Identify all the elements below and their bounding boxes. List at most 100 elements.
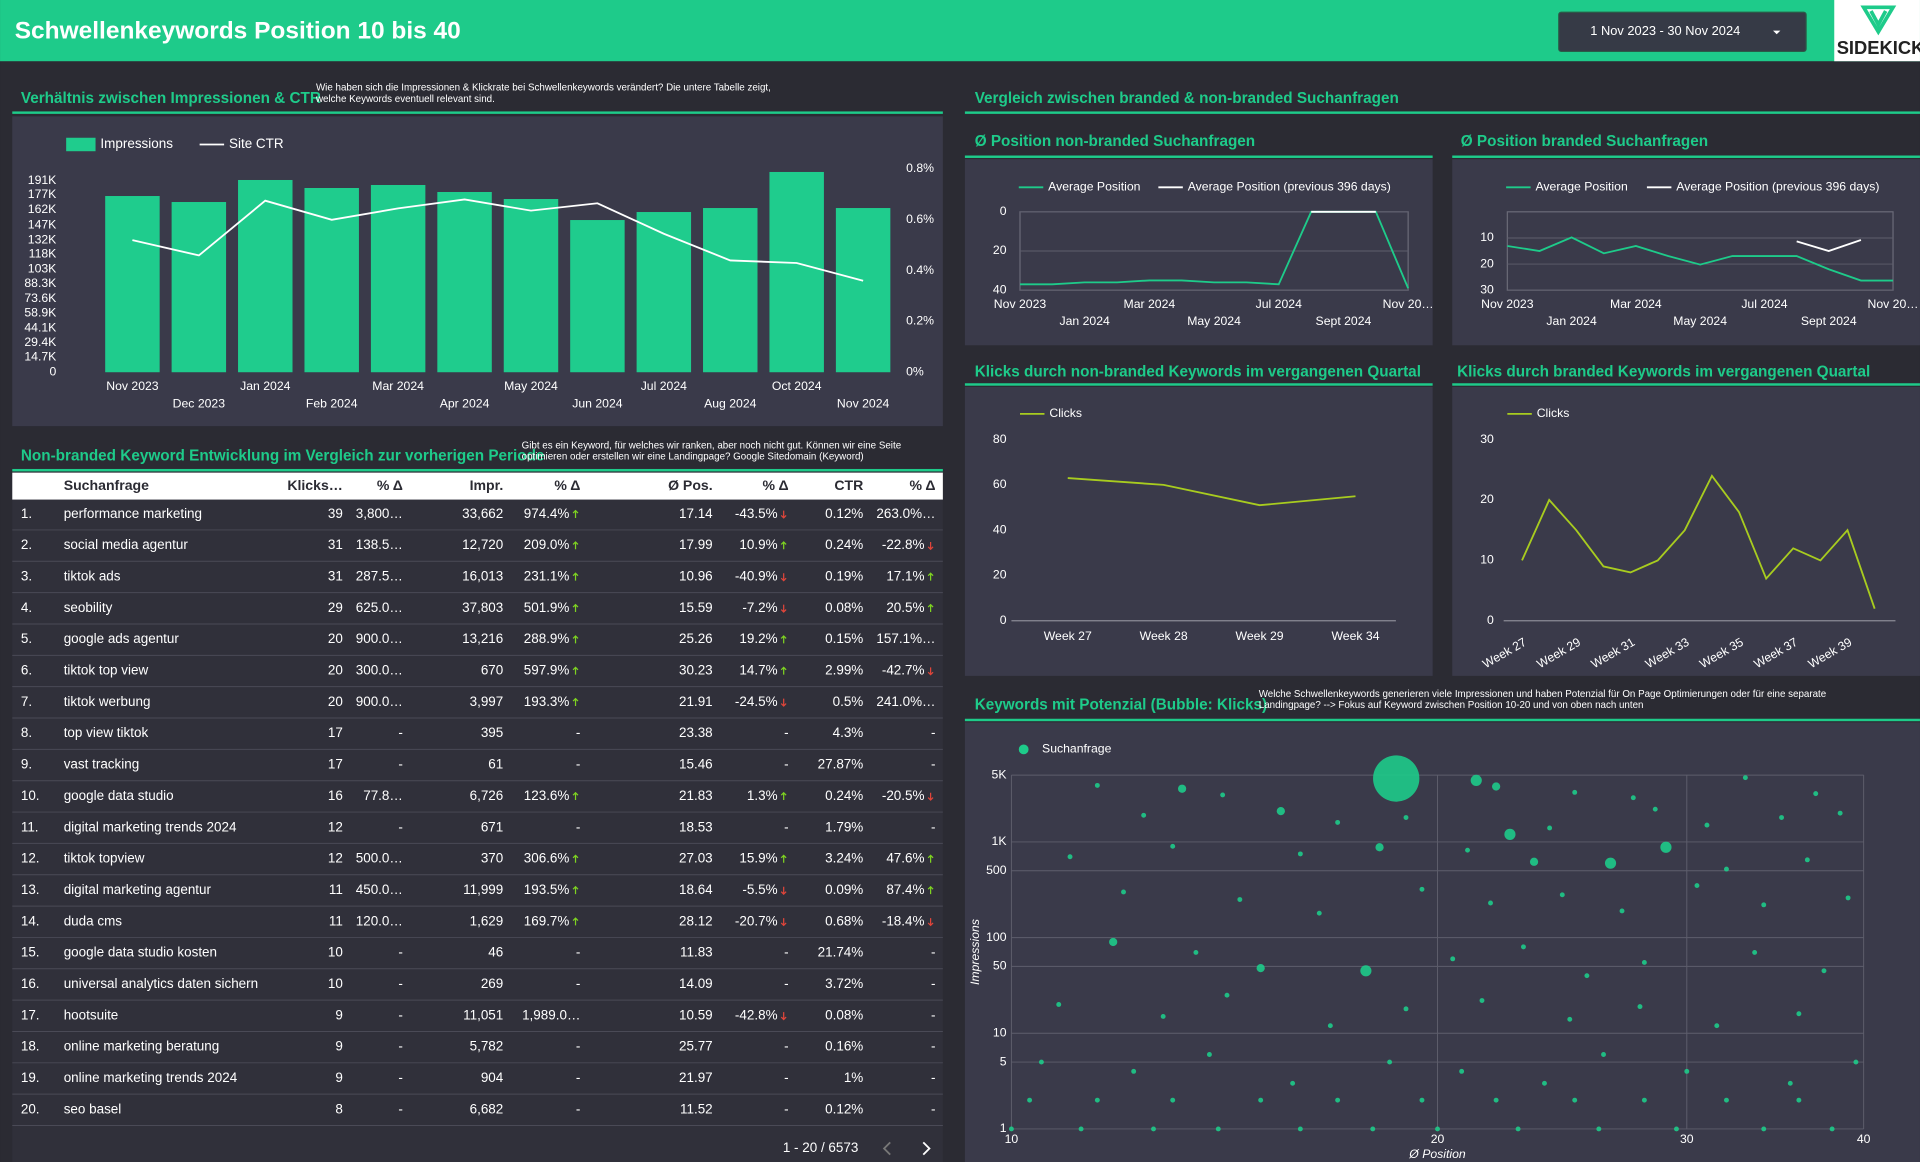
bar bbox=[636, 212, 692, 373]
prev-page[interactable] bbox=[882, 1141, 891, 1156]
title-underline bbox=[964, 718, 1920, 722]
table-cell: 11 bbox=[329, 913, 343, 928]
table-cell: - bbox=[398, 1070, 402, 1085]
arrow-up bbox=[780, 791, 787, 801]
table-cell: 501.9% bbox=[524, 600, 570, 615]
table-note: optimieren oder erstellen wir eine Landi… bbox=[522, 451, 864, 462]
y-tick-label: 29.4K bbox=[24, 335, 57, 349]
table-cell: 4.3% bbox=[833, 725, 864, 740]
table-cell: 87.4% bbox=[886, 882, 924, 897]
bar bbox=[171, 202, 227, 373]
table-cell: - bbox=[576, 757, 580, 772]
bubble bbox=[1596, 1126, 1602, 1132]
table-cell: 395 bbox=[481, 725, 503, 740]
table-cell: 17.1% bbox=[886, 569, 924, 584]
table-cell: 20. bbox=[21, 1101, 40, 1116]
bar bbox=[703, 208, 758, 373]
table-cell: - bbox=[398, 1039, 402, 1054]
bubble bbox=[1493, 1097, 1499, 1103]
table-cell: 9 bbox=[335, 1007, 342, 1022]
panel bbox=[964, 722, 1920, 1162]
table-cell: 47.6% bbox=[886, 851, 924, 866]
x-tick-label: Nov 2024 bbox=[837, 396, 890, 410]
y-tick-label: 20 bbox=[1480, 256, 1494, 270]
section-title: Vergleich zwischen branded & non-branded… bbox=[975, 90, 1399, 107]
bubble bbox=[1419, 1097, 1425, 1103]
table-cell: tiktok ads bbox=[64, 569, 121, 584]
y-tick-label: 30 bbox=[1480, 282, 1494, 296]
arrow-down bbox=[927, 541, 934, 551]
date-picker[interactable] bbox=[1558, 11, 1807, 53]
table-cell: tiktok top view bbox=[64, 663, 149, 678]
y-tick-label: 0 bbox=[50, 364, 57, 378]
title-underline bbox=[964, 155, 1433, 158]
table-cell: 3,997 bbox=[470, 694, 504, 709]
chart-note: Wie haben sich die Impressionen & Klickr… bbox=[316, 83, 771, 94]
table-cell: 6,682 bbox=[470, 1101, 504, 1116]
x-tick-label: Nov 20… bbox=[1868, 297, 1919, 311]
table-cell: 13. bbox=[21, 882, 40, 897]
bubble bbox=[1193, 949, 1199, 955]
bubble bbox=[1297, 851, 1303, 857]
column-header: Suchanfrage bbox=[64, 477, 149, 493]
line bbox=[1521, 474, 1876, 609]
table-cell: 0.08% bbox=[825, 600, 863, 615]
y-tick-label: 103K bbox=[28, 261, 57, 275]
table-cell: - bbox=[576, 976, 580, 991]
y-tick-label: 44.1K bbox=[24, 320, 57, 334]
pagination: 1 - 20 / 6573 bbox=[783, 1140, 859, 1155]
table-cell: 17.14 bbox=[679, 506, 713, 521]
table-cell: 27.03 bbox=[679, 851, 713, 866]
table-cell: 11,999 bbox=[463, 882, 503, 897]
table-cell: - bbox=[784, 757, 788, 772]
x-tick-label: Nov 2023 bbox=[1481, 297, 1534, 311]
arrow-up bbox=[927, 885, 934, 895]
x-tick-label: Oct 2024 bbox=[772, 379, 822, 393]
bar bbox=[503, 199, 559, 373]
bubble bbox=[1067, 854, 1073, 860]
bubble bbox=[1131, 1068, 1137, 1074]
logo-icon bbox=[1860, 5, 1897, 36]
table-cell: - bbox=[784, 1070, 788, 1085]
bubble bbox=[1584, 973, 1590, 979]
bubble bbox=[1160, 1013, 1166, 1019]
y-tick-label: 191K bbox=[28, 173, 57, 187]
arrow-up bbox=[572, 791, 579, 801]
table-cell: 12 bbox=[328, 819, 343, 834]
table-cell: 23.38 bbox=[679, 725, 713, 740]
bubble bbox=[1121, 889, 1126, 895]
y-tick-label: 10 bbox=[993, 1026, 1007, 1040]
bubble bbox=[1258, 1097, 1264, 1103]
legend-label: Average Position (previous 396 days) bbox=[1676, 180, 1879, 194]
table-cell: 3. bbox=[21, 569, 32, 584]
chart-title: Ø Position branded Suchanfragen bbox=[1461, 133, 1708, 150]
table-cell: 10.9% bbox=[739, 537, 777, 552]
table-cell: 288.9% bbox=[524, 631, 570, 646]
x-tick-label: Week 28 bbox=[1140, 629, 1188, 643]
table-cell: 15.9% bbox=[739, 851, 777, 866]
table-cell: 77.8… bbox=[363, 788, 403, 803]
x-axis-title: Ø Position bbox=[1408, 1147, 1466, 1161]
y2-tick-label: 0.4% bbox=[906, 263, 934, 277]
table-cell: 29 bbox=[328, 600, 343, 615]
y-tick-label: 14.7K bbox=[24, 350, 57, 364]
y-tick-label: 88.3K bbox=[24, 276, 57, 290]
table-cell: 269 bbox=[481, 976, 503, 991]
table-cell: 597.9% bbox=[524, 663, 570, 678]
table-cell: 31 bbox=[328, 569, 343, 584]
table-cell: 0.5% bbox=[833, 694, 864, 709]
x-tick-label: Sept 2024 bbox=[1801, 314, 1857, 328]
bubble bbox=[1078, 1126, 1084, 1132]
table-cell: 61 bbox=[488, 757, 503, 772]
y-tick-label: 0 bbox=[1487, 613, 1494, 627]
table-cell: 263.0%… bbox=[876, 506, 935, 521]
y-tick-label: 58.9K bbox=[24, 305, 57, 319]
bubble bbox=[1787, 1080, 1793, 1086]
title-underline bbox=[1452, 383, 1920, 386]
table-cell: -43.5% bbox=[735, 506, 778, 521]
table-panel bbox=[12, 472, 943, 1162]
next-page[interactable] bbox=[922, 1141, 931, 1156]
bar bbox=[437, 192, 492, 373]
table-cell: 5,782 bbox=[470, 1039, 504, 1054]
table-cell: -42.8% bbox=[735, 1007, 778, 1022]
